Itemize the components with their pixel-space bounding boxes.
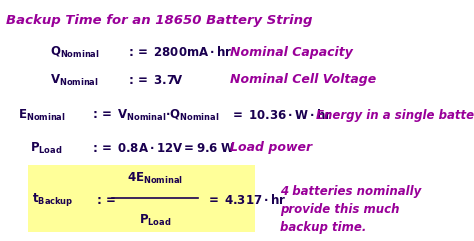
Text: Load power: Load power — [230, 141, 312, 154]
Text: $\mathbf{= \ 10.36 \cdot W \cdot hr}$: $\mathbf{= \ 10.36 \cdot W \cdot hr}$ — [230, 108, 333, 122]
Text: $\mathbf{V}_{\mathbf{Nominal}}$: $\mathbf{V}_{\mathbf{Nominal}}$ — [50, 73, 99, 87]
Text: $\mathbf{4E}_{\mathbf{Nominal}}$: $\mathbf{4E}_{\mathbf{Nominal}}$ — [127, 170, 183, 186]
Text: $\mathbf{Q}_{\mathbf{Nominal}}$: $\mathbf{Q}_{\mathbf{Nominal}}$ — [50, 44, 100, 60]
Text: Nominal Cell Voltage: Nominal Cell Voltage — [230, 74, 376, 87]
Text: Nominal Capacity: Nominal Capacity — [230, 46, 353, 59]
Text: $\mathbf{:= \ 0.8A \cdot 12V = 9.6 \ W}$: $\mathbf{:= \ 0.8A \cdot 12V = 9.6 \ W}$ — [90, 141, 235, 154]
FancyBboxPatch shape — [28, 165, 255, 232]
Text: $\mathbf{P}_{\mathbf{Load}}$: $\mathbf{P}_{\mathbf{Load}}$ — [30, 141, 63, 155]
Text: $\mathbf{:= \ V}_{\mathbf{Nominal}}\mathbf{\cdot Q}_{\mathbf{Nominal}}$: $\mathbf{:= \ V}_{\mathbf{Nominal}}\math… — [90, 107, 219, 123]
Text: $\mathbf{:=}$: $\mathbf{:=}$ — [94, 194, 116, 207]
Text: $\mathbf{:= \ 2800mA \cdot hr}$: $\mathbf{:= \ 2800mA \cdot hr}$ — [126, 45, 233, 59]
Text: Backup Time for an 18650 Battery String: Backup Time for an 18650 Battery String — [6, 14, 312, 27]
Text: $\mathbf{t}_{\mathbf{Backup}}$: $\mathbf{t}_{\mathbf{Backup}}$ — [32, 192, 73, 208]
Text: $\mathbf{:= \ 3.7V}$: $\mathbf{:= \ 3.7V}$ — [126, 74, 184, 87]
Text: $\mathbf{P}_{\mathbf{Load}}$: $\mathbf{P}_{\mathbf{Load}}$ — [139, 213, 171, 228]
Text: $\mathbf{= \ 4.317 \cdot hr}$: $\mathbf{= \ 4.317 \cdot hr}$ — [206, 193, 287, 207]
Text: Energy in a single battery: Energy in a single battery — [316, 108, 474, 121]
Text: 4 batteries nominally
provide this much
backup time.: 4 batteries nominally provide this much … — [280, 185, 421, 234]
Text: $\mathbf{E}_{\mathbf{Nominal}}$: $\mathbf{E}_{\mathbf{Nominal}}$ — [18, 107, 66, 123]
